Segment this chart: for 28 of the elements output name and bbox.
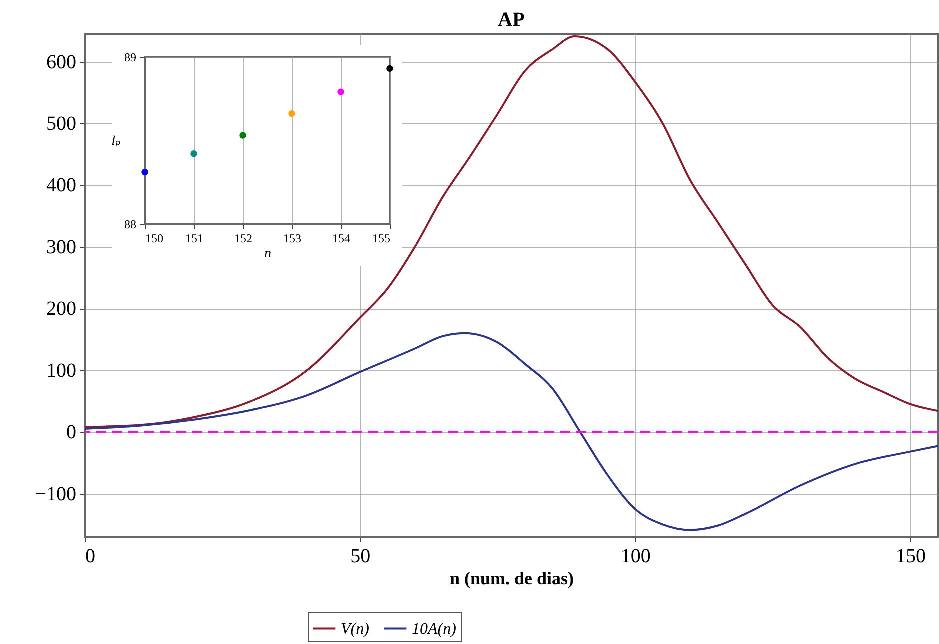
y-tick-label: −100 <box>35 483 76 506</box>
y-axis-title: lₚ <box>112 134 121 148</box>
y-tick-label: 200 <box>46 298 76 320</box>
legend-label: 10A(n) <box>412 620 456 638</box>
y-tick-label: 0 <box>66 422 76 444</box>
chart-title: AP <box>498 9 525 31</box>
y-tick-label: 300 <box>46 236 76 258</box>
y-tick-label: 400 <box>46 174 76 197</box>
x-tick-label: 150 <box>896 546 926 568</box>
line-series <box>84 35 939 428</box>
y-tick-label: 500 <box>46 112 76 135</box>
y-tick-label: 89 <box>124 50 136 64</box>
x-tick-label: 50 <box>350 546 371 568</box>
x-axis-title: n (num. de dias) <box>450 568 574 588</box>
x-tick-label: 152 <box>234 232 252 246</box>
x-tick-label: 154 <box>332 232 350 246</box>
x-axis-title: n <box>264 246 272 260</box>
x-tick-label: 155 <box>372 232 390 246</box>
y-tick-label: 88 <box>124 218 136 232</box>
legend-label: V(n) <box>341 620 370 638</box>
x-tick-label: 151 <box>186 232 204 246</box>
x-tick-label: 0 <box>86 546 96 568</box>
y-tick-label: 600 <box>46 51 76 74</box>
x-tick-label: 100 <box>620 546 651 568</box>
line-series <box>84 332 939 532</box>
x-tick-label: 150 <box>146 232 164 246</box>
x-tick-label: 153 <box>284 232 302 246</box>
y-tick-label: 100 <box>46 360 76 382</box>
